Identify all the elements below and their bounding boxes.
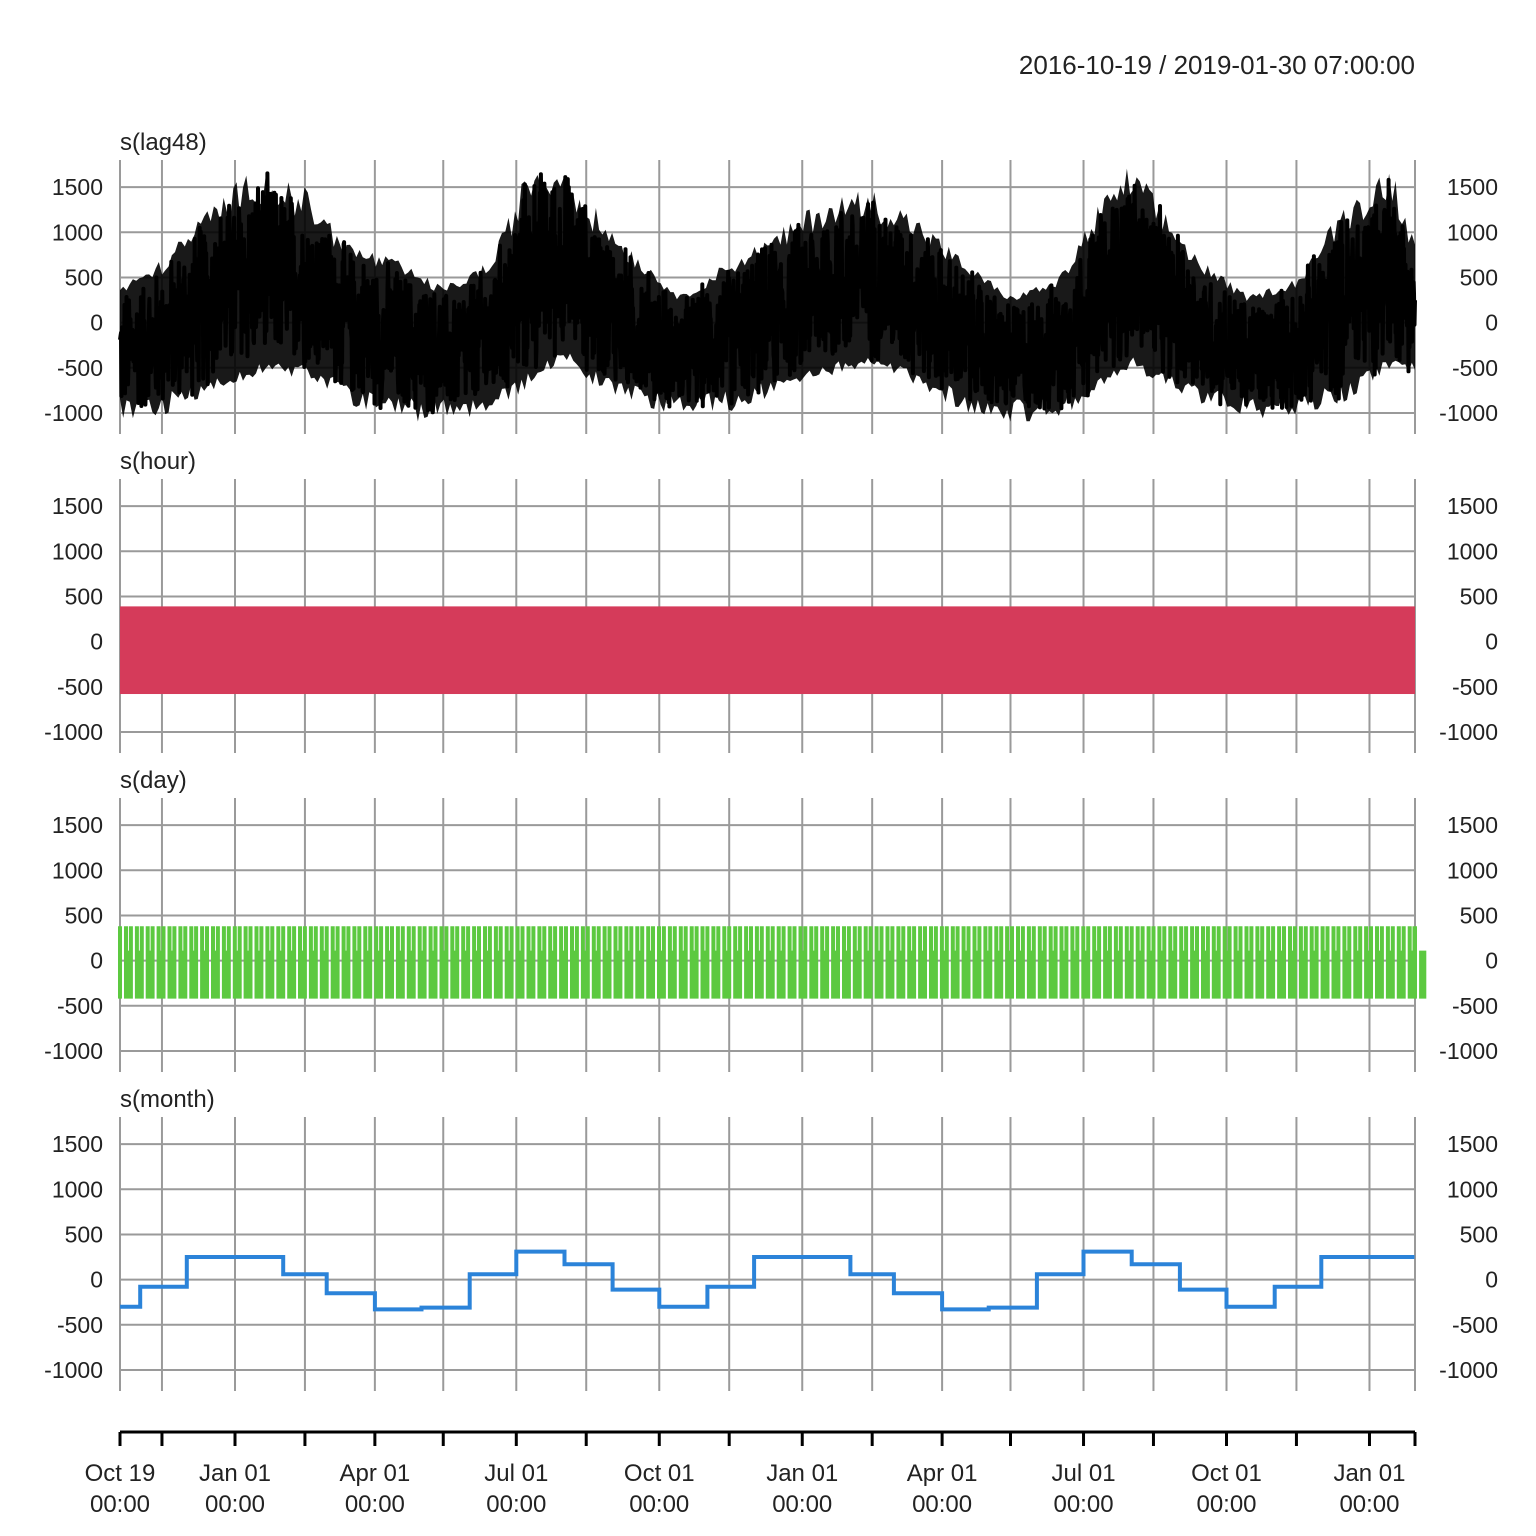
y-tick-label-left: -1000 <box>44 400 103 426</box>
panel-title: s(day) <box>120 767 187 794</box>
series-band <box>120 606 1415 695</box>
x-tick-label-time: 00:00 <box>1196 1491 1256 1518</box>
series-line <box>118 926 1427 999</box>
x-tick-label: Jan 01 <box>766 1460 838 1487</box>
y-tick-label-right: 1000 <box>1447 1176 1498 1202</box>
x-tick-label: Jul 01 <box>1052 1460 1116 1487</box>
y-tick-label-left: 1000 <box>52 538 103 564</box>
y-tick-label-right: 1500 <box>1447 174 1498 200</box>
y-tick-label-left: 0 <box>90 629 103 655</box>
panel-0: s(lag48) 1500 1500 1000 1000 500 500 0 0 -500 -500… <box>44 129 1498 434</box>
x-tick-label-time: 00:00 <box>772 1491 832 1518</box>
y-tick-label-right: 500 <box>1460 264 1498 290</box>
y-tick-label-left: 500 <box>65 1221 103 1247</box>
y-tick-label-right: 0 <box>1485 1267 1498 1293</box>
y-tick-label-left: -500 <box>57 674 103 700</box>
y-tick-label-left: 0 <box>90 948 103 974</box>
panel-1: s(hour) 1500 1500 1000 1000 500 500 0 0 -500 -500 -… <box>44 448 1498 753</box>
y-tick-label-right: -500 <box>1452 1312 1498 1338</box>
panel-title: s(hour) <box>120 448 196 475</box>
y-tick-label-left: 500 <box>65 264 103 290</box>
y-tick-label-left: 0 <box>90 1267 103 1293</box>
y-tick-label-left: -500 <box>57 355 103 381</box>
y-tick-label-right: -500 <box>1452 355 1498 381</box>
y-tick-label-right: -1000 <box>1439 1357 1498 1383</box>
y-tick-label-right: 1000 <box>1447 219 1498 245</box>
x-tick-label-time: 00:00 <box>1053 1491 1113 1518</box>
y-tick-label-right: 0 <box>1485 310 1498 336</box>
y-tick-label-left: 500 <box>65 902 103 928</box>
x-tick-label-time: 00:00 <box>1339 1491 1399 1518</box>
panel-title: s(month) <box>120 1086 215 1113</box>
x-tick-label-time: 00:00 <box>345 1491 405 1518</box>
y-tick-label-right: -1000 <box>1439 400 1498 426</box>
panel-title: s(lag48) <box>120 129 207 156</box>
series-line <box>120 1249 1415 1312</box>
series-envelope <box>120 168 1415 422</box>
panels-layer: s(lag48) 1500 1500 1000 1000 500 500 0 0 -500 -500… <box>44 129 1498 1391</box>
x-tick-label-time: 00:00 <box>486 1491 546 1518</box>
y-tick-label-right: 0 <box>1485 629 1498 655</box>
panel-2: s(day) 1500 1500 1000 1000 500 500 0 0 -500 -500 -1… <box>44 767 1498 1072</box>
x-tick-label-time: 00:00 <box>912 1491 972 1518</box>
x-tick-label: Oct 01 <box>624 1460 695 1487</box>
x-axis: Oct 19 00:00 Jan 01 00:00 Apr 01 00:00 Jul 01 0… <box>85 1430 1417 1518</box>
y-tick-label-right: 1500 <box>1447 812 1498 838</box>
x-tick-label: Apr 01 <box>340 1460 411 1487</box>
y-tick-label-left: -1000 <box>44 1038 103 1064</box>
x-tick-label: Apr 01 <box>907 1460 978 1487</box>
y-tick-label-right: -1000 <box>1439 719 1498 745</box>
y-tick-label-left: -1000 <box>44 719 103 745</box>
y-tick-label-left: -500 <box>57 1312 103 1338</box>
x-tick-label: Oct 19 <box>85 1460 156 1487</box>
y-tick-label-left: 1500 <box>52 493 103 519</box>
y-tick-label-right: -500 <box>1452 674 1498 700</box>
y-tick-label-right: -500 <box>1452 993 1498 1019</box>
y-tick-label-right: 0 <box>1485 948 1498 974</box>
y-tick-label-left: 1000 <box>52 1176 103 1202</box>
y-tick-label-left: -500 <box>57 993 103 1019</box>
y-tick-label-left: 500 <box>65 583 103 609</box>
y-tick-label-left: 1000 <box>52 219 103 245</box>
y-tick-label-left: 0 <box>90 310 103 336</box>
y-tick-label-right: -1000 <box>1439 1038 1498 1064</box>
y-tick-label-right: 1500 <box>1447 1131 1498 1157</box>
y-tick-label-left: 1000 <box>52 857 103 883</box>
y-tick-label-right: 500 <box>1460 583 1498 609</box>
y-tick-label-right: 1000 <box>1447 857 1498 883</box>
y-tick-label-left: 1500 <box>52 812 103 838</box>
panel-3: s(month) 1500 1500 1000 1000 500 500 0 0 -500 -500… <box>44 1086 1498 1391</box>
x-tick-label-time: 00:00 <box>90 1491 150 1518</box>
date-range-label: 2016-10-19 / 2019-01-30 07:00:00 <box>1019 50 1415 80</box>
x-tick-label: Jan 01 <box>199 1460 271 1487</box>
x-tick-label-time: 00:00 <box>629 1491 689 1518</box>
y-tick-label-right: 500 <box>1460 1221 1498 1247</box>
y-tick-label-right: 1500 <box>1447 493 1498 519</box>
x-tick-label: Jul 01 <box>484 1460 548 1487</box>
y-tick-label-right: 1000 <box>1447 538 1498 564</box>
y-tick-label-right: 500 <box>1460 902 1498 928</box>
y-tick-label-left: -1000 <box>44 1357 103 1383</box>
x-tick-label-time: 00:00 <box>205 1491 265 1518</box>
x-tick-label: Oct 01 <box>1191 1460 1262 1487</box>
y-tick-label-left: 1500 <box>52 174 103 200</box>
y-tick-label-left: 1500 <box>52 1131 103 1157</box>
x-tick-label: Jan 01 <box>1333 1460 1405 1487</box>
